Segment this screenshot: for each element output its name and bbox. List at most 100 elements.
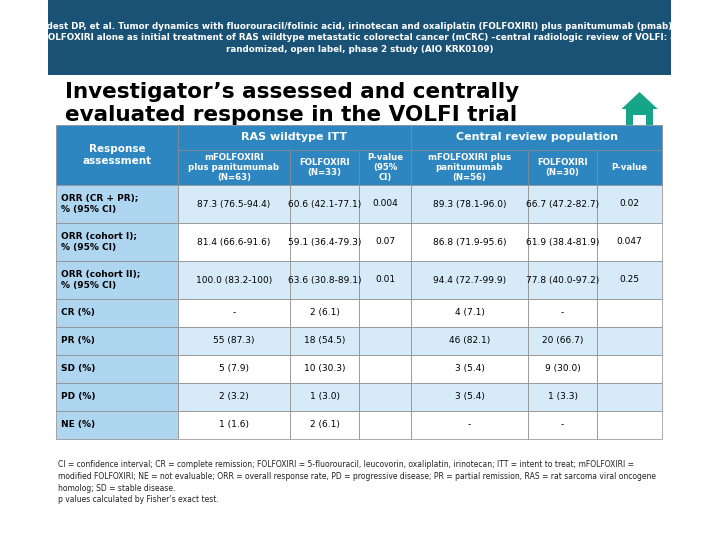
FancyBboxPatch shape [56, 223, 178, 261]
Text: 1 (3.3): 1 (3.3) [547, 393, 577, 402]
Text: FOLFOXIRI
(N=30): FOLFOXIRI (N=30) [537, 158, 588, 177]
Text: SD (%): SD (%) [60, 364, 95, 374]
Polygon shape [634, 115, 646, 125]
FancyBboxPatch shape [411, 355, 528, 383]
Text: 10 (30.3): 10 (30.3) [304, 364, 346, 374]
Text: ORR (cohort I);
% (95% CI): ORR (cohort I); % (95% CI) [60, 232, 137, 252]
FancyBboxPatch shape [597, 150, 662, 185]
FancyBboxPatch shape [56, 185, 178, 223]
Text: FOLFOXIRI
(N=33): FOLFOXIRI (N=33) [300, 158, 350, 177]
FancyBboxPatch shape [359, 150, 411, 185]
FancyBboxPatch shape [528, 185, 597, 223]
Text: 89.3 (78.1-96.0): 89.3 (78.1-96.0) [433, 199, 506, 208]
Text: P-value
(95%
CI): P-value (95% CI) [367, 153, 403, 183]
FancyBboxPatch shape [178, 223, 290, 261]
Text: 4 (7.1): 4 (7.1) [454, 308, 485, 318]
Text: CR (%): CR (%) [60, 308, 94, 318]
FancyBboxPatch shape [411, 261, 528, 299]
FancyBboxPatch shape [359, 411, 411, 439]
FancyBboxPatch shape [359, 261, 411, 299]
FancyBboxPatch shape [290, 223, 359, 261]
Text: 1 (1.6): 1 (1.6) [219, 421, 249, 429]
Text: 2 (6.1): 2 (6.1) [310, 308, 340, 318]
Polygon shape [621, 92, 658, 109]
Text: 5 (7.9): 5 (7.9) [219, 364, 249, 374]
FancyBboxPatch shape [411, 411, 528, 439]
Text: -: - [561, 308, 564, 318]
FancyBboxPatch shape [178, 150, 290, 185]
Text: 9 (30.0): 9 (30.0) [545, 364, 580, 374]
FancyBboxPatch shape [48, 0, 671, 75]
FancyBboxPatch shape [56, 383, 178, 411]
Text: 77.8 (40.0-97.2): 77.8 (40.0-97.2) [526, 275, 599, 285]
Text: 3 (5.4): 3 (5.4) [454, 364, 485, 374]
FancyBboxPatch shape [597, 383, 662, 411]
FancyBboxPatch shape [178, 355, 290, 383]
FancyBboxPatch shape [528, 355, 597, 383]
Text: 2 (3.2): 2 (3.2) [219, 393, 248, 402]
FancyBboxPatch shape [178, 383, 290, 411]
FancyBboxPatch shape [178, 185, 290, 223]
Text: 61.9 (38.4-81.9): 61.9 (38.4-81.9) [526, 238, 599, 246]
Text: Modest DP, et al. Tumor dynamics with fluorouracil/folinic acid, irinotecan and : Modest DP, et al. Tumor dynamics with fl… [32, 22, 686, 55]
Text: 63.6 (30.8-89.1): 63.6 (30.8-89.1) [288, 275, 361, 285]
Text: 0.02: 0.02 [620, 199, 639, 208]
Text: 2 (6.1): 2 (6.1) [310, 421, 340, 429]
Text: -: - [232, 308, 235, 318]
FancyBboxPatch shape [290, 185, 359, 223]
Text: Response
assessment: Response assessment [83, 144, 152, 166]
Text: NE (%): NE (%) [60, 421, 95, 429]
Text: 60.6 (42.1-77.1): 60.6 (42.1-77.1) [288, 199, 361, 208]
FancyBboxPatch shape [359, 299, 411, 327]
Text: Investigator’s assessed and centrally
evaluated response in the VOLFI trial: Investigator’s assessed and centrally ev… [65, 82, 519, 125]
FancyBboxPatch shape [411, 223, 528, 261]
Text: 18 (54.5): 18 (54.5) [304, 336, 346, 346]
FancyBboxPatch shape [359, 383, 411, 411]
Text: 66.7 (47.2-82.7): 66.7 (47.2-82.7) [526, 199, 599, 208]
Text: ORR (cohort II);
% (95% CI): ORR (cohort II); % (95% CI) [60, 271, 140, 289]
Text: mFOLFOXIRI
plus panitumumab
(N=63): mFOLFOXIRI plus panitumumab (N=63) [188, 153, 279, 183]
Text: 46 (82.1): 46 (82.1) [449, 336, 490, 346]
FancyBboxPatch shape [597, 327, 662, 355]
Text: 81.4 (66.6-91.6): 81.4 (66.6-91.6) [197, 238, 271, 246]
FancyBboxPatch shape [56, 355, 178, 383]
Text: 86.8 (71.9-95.6): 86.8 (71.9-95.6) [433, 238, 506, 246]
FancyBboxPatch shape [290, 383, 359, 411]
FancyBboxPatch shape [178, 125, 411, 150]
FancyBboxPatch shape [290, 411, 359, 439]
FancyBboxPatch shape [597, 261, 662, 299]
FancyBboxPatch shape [56, 299, 178, 327]
FancyBboxPatch shape [597, 355, 662, 383]
FancyBboxPatch shape [411, 299, 528, 327]
Text: RAS wildtype ITT: RAS wildtype ITT [241, 132, 348, 143]
FancyBboxPatch shape [597, 299, 662, 327]
Text: 100.0 (83.2-100): 100.0 (83.2-100) [196, 275, 272, 285]
FancyBboxPatch shape [528, 327, 597, 355]
FancyBboxPatch shape [290, 150, 359, 185]
Text: 20 (66.7): 20 (66.7) [542, 336, 583, 346]
Text: 1 (3.0): 1 (3.0) [310, 393, 340, 402]
FancyBboxPatch shape [359, 185, 411, 223]
FancyBboxPatch shape [528, 299, 597, 327]
FancyBboxPatch shape [290, 299, 359, 327]
FancyBboxPatch shape [528, 150, 597, 185]
Text: 0.01: 0.01 [375, 275, 395, 285]
FancyBboxPatch shape [528, 261, 597, 299]
FancyBboxPatch shape [411, 125, 662, 150]
Text: ORR (CR + PR);
% (95% CI): ORR (CR + PR); % (95% CI) [60, 194, 138, 214]
FancyBboxPatch shape [528, 383, 597, 411]
Text: 87.3 (76.5-94.4): 87.3 (76.5-94.4) [197, 199, 271, 208]
Text: 55 (87.3): 55 (87.3) [213, 336, 255, 346]
FancyBboxPatch shape [290, 261, 359, 299]
FancyBboxPatch shape [178, 411, 290, 439]
FancyBboxPatch shape [290, 327, 359, 355]
FancyBboxPatch shape [528, 411, 597, 439]
FancyBboxPatch shape [411, 327, 528, 355]
Text: 59.1 (36.4-79.3): 59.1 (36.4-79.3) [288, 238, 361, 246]
FancyBboxPatch shape [411, 383, 528, 411]
FancyBboxPatch shape [597, 411, 662, 439]
Text: 0.047: 0.047 [617, 238, 642, 246]
FancyBboxPatch shape [359, 355, 411, 383]
Text: 0.25: 0.25 [620, 275, 639, 285]
FancyBboxPatch shape [290, 355, 359, 383]
